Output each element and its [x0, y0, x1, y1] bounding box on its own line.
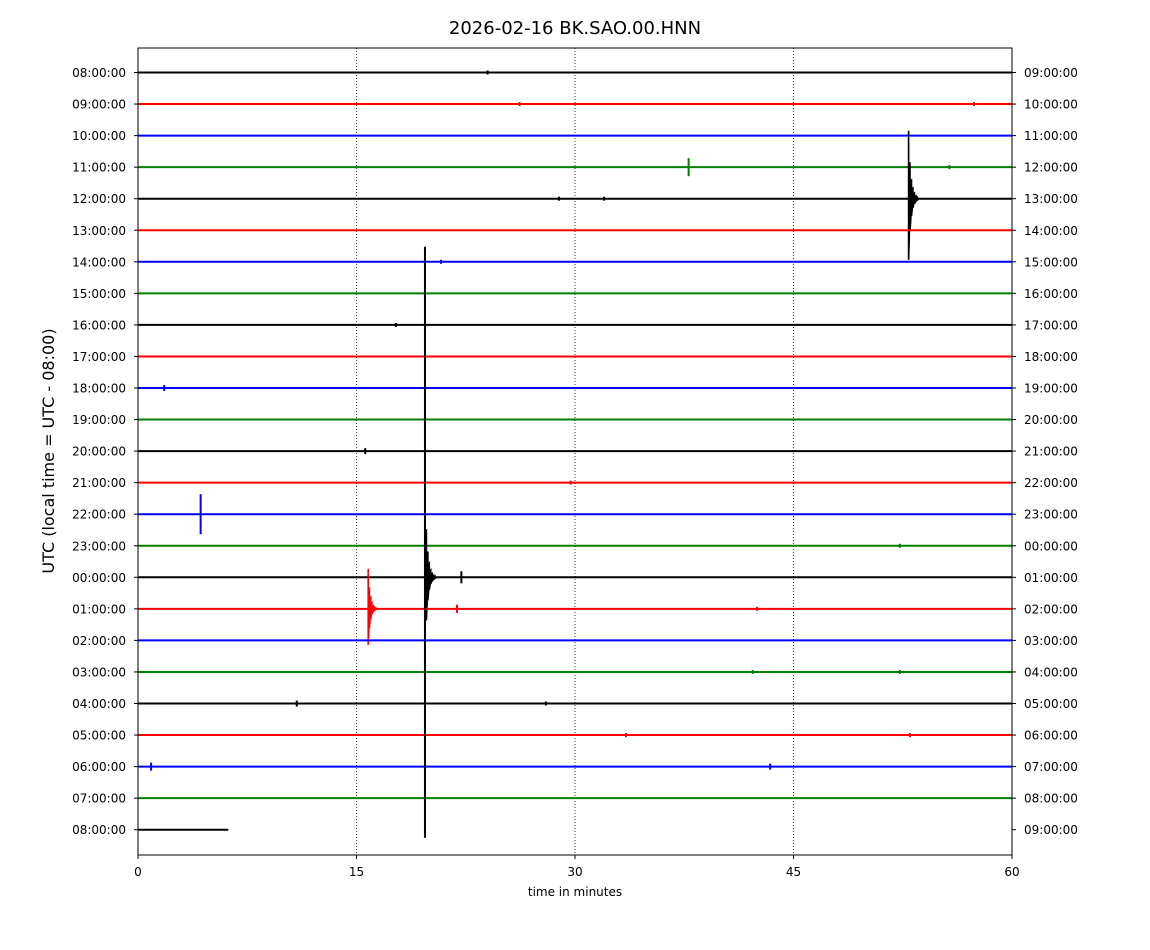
- trace: [138, 385, 1012, 391]
- trace: [138, 762, 1012, 771]
- y-tick-label-left: 10:00:00: [72, 129, 126, 143]
- y-tick-label-left: 06:00:00: [72, 760, 126, 774]
- y-tick-label-right: 09:00:00: [1024, 823, 1078, 837]
- y-tick-label-right: 03:00:00: [1024, 634, 1078, 648]
- y-tick-label-right: 15:00:00: [1024, 255, 1078, 269]
- trace: [138, 733, 1012, 738]
- y-tick-label-left: 03:00:00: [72, 665, 126, 679]
- y-tick-label-right: 08:00:00: [1024, 792, 1078, 806]
- trace: [138, 543, 1012, 548]
- chart-title: 2026-02-16 BK.SAO.00.HNN: [449, 18, 701, 39]
- y-tick-label-left: 22:00:00: [72, 508, 126, 522]
- y-tick-label-right: 14:00:00: [1024, 224, 1078, 238]
- trace: [138, 480, 1012, 485]
- y-tick-label-left: 01:00:00: [72, 602, 126, 616]
- y-tick-label-right: 01:00:00: [1024, 571, 1078, 585]
- y-tick-label-left: 17:00:00: [72, 350, 126, 364]
- y-tick-label-right: 17:00:00: [1024, 318, 1078, 332]
- trace: [138, 568, 1012, 645]
- y-tick-label-right: 00:00:00: [1024, 539, 1078, 553]
- trace: [138, 322, 1012, 327]
- trace: [138, 529, 1012, 621]
- x-tick-label: 15: [349, 865, 364, 879]
- x-axis-label: time in minutes: [528, 885, 622, 899]
- y-axis-label: UTC (local time = UTC - 08:00): [39, 328, 58, 573]
- y-tick-label-right: 04:00:00: [1024, 665, 1078, 679]
- y-tick-label-left: 14:00:00: [72, 255, 126, 269]
- seismic-event: [367, 568, 378, 645]
- seismic-event: [425, 529, 437, 621]
- y-tick-label-left: 21:00:00: [72, 476, 126, 490]
- y-tick-label-right: 11:00:00: [1024, 129, 1078, 143]
- y-tick-label-right: 12:00:00: [1024, 161, 1078, 175]
- y-tick-label-left: 23:00:00: [72, 539, 126, 553]
- trace: [138, 70, 1012, 75]
- y-tick-label-left: 15:00:00: [72, 287, 126, 301]
- y-tick-label-left: 04:00:00: [72, 697, 126, 711]
- x-tick-label: 0: [134, 865, 142, 879]
- y-tick-label-right: 19:00:00: [1024, 382, 1078, 396]
- y-tick-label-right: 06:00:00: [1024, 729, 1078, 743]
- y-tick-label-right: 13:00:00: [1024, 192, 1078, 206]
- y-tick-label-left: 13:00:00: [72, 224, 126, 238]
- y-tick-label-right: 18:00:00: [1024, 350, 1078, 364]
- y-tick-label-left: 18:00:00: [72, 382, 126, 396]
- x-tick-label: 45: [786, 865, 801, 879]
- y-tick-label-left: 12:00:00: [72, 192, 126, 206]
- y-tick-label-left: 11:00:00: [72, 161, 126, 175]
- trace: [138, 158, 1012, 177]
- grid-lines: [356, 48, 794, 855]
- y-tick-label-left: 00:00:00: [72, 571, 126, 585]
- y-tick-label-right: 05:00:00: [1024, 697, 1078, 711]
- trace: [138, 448, 1012, 455]
- y-tick-label-right: 07:00:00: [1024, 760, 1078, 774]
- trace: [138, 259, 1012, 264]
- x-tick-label: 60: [1004, 865, 1019, 879]
- y-tick-label-left: 08:00:00: [72, 823, 126, 837]
- y-tick-label-right: 09:00:00: [1024, 66, 1078, 80]
- y-tick-label-left: 05:00:00: [72, 729, 126, 743]
- trace: [138, 130, 1012, 260]
- y-tick-label-left: 08:00:00: [72, 66, 126, 80]
- y-tick-label-right: 10:00:00: [1024, 98, 1078, 112]
- y-tick-label-right: 22:00:00: [1024, 476, 1078, 490]
- y-tick-label-left: 20:00:00: [72, 445, 126, 459]
- x-tick-label: 30: [567, 865, 582, 879]
- y-tick-label-left: 19:00:00: [72, 413, 126, 427]
- y-tick-label-right: 23:00:00: [1024, 508, 1078, 522]
- y-tick-label-left: 09:00:00: [72, 98, 126, 112]
- trace: [138, 102, 1012, 107]
- y-tick-label-right: 20:00:00: [1024, 413, 1078, 427]
- y-tick-label-left: 07:00:00: [72, 792, 126, 806]
- right-tick-labels: 09:00:00 10:00:00 11:00:00 12:00:00 13:00:00…: [1012, 66, 1078, 837]
- left-tick-labels: 08:00:00 09:00:00 10:00:00 11:00:00 12:00:00…: [72, 66, 138, 837]
- trace-group: [138, 70, 1012, 838]
- x-tick-labels: 0 15 30 45 60: [134, 855, 1020, 879]
- y-tick-label-right: 16:00:00: [1024, 287, 1078, 301]
- y-tick-label-left: 02:00:00: [72, 634, 126, 648]
- y-tick-label-right: 02:00:00: [1024, 602, 1078, 616]
- trace: [138, 494, 1012, 535]
- trace: [138, 700, 1012, 707]
- seismic-event: [907, 130, 919, 260]
- trace: [138, 669, 1012, 674]
- y-tick-label-right: 21:00:00: [1024, 445, 1078, 459]
- y-tick-label-left: 16:00:00: [72, 318, 126, 332]
